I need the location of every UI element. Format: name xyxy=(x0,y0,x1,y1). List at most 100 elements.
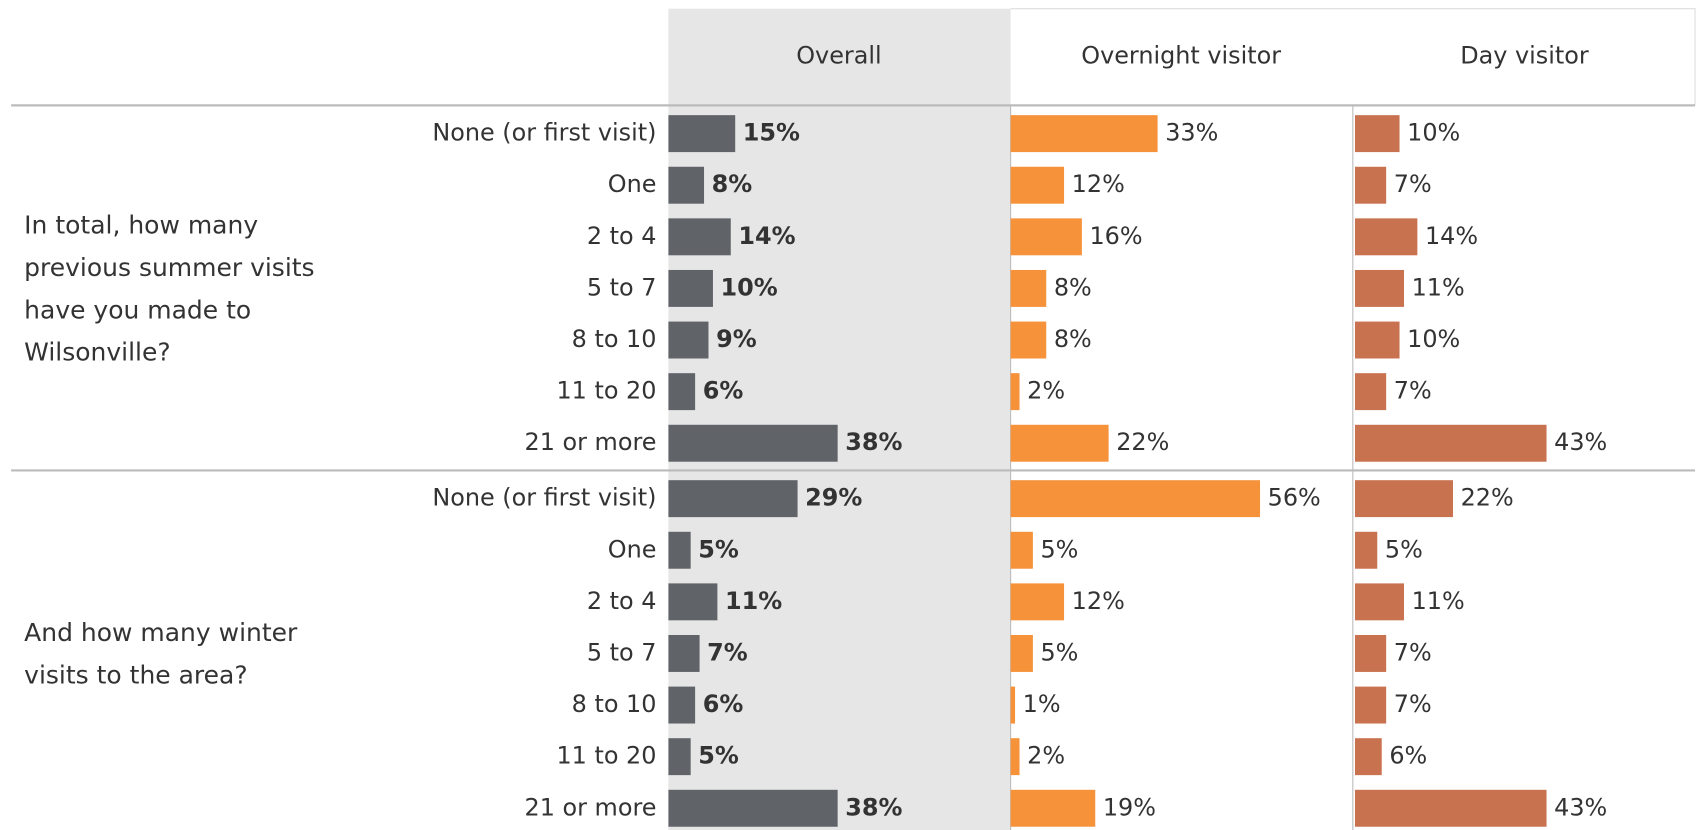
bar xyxy=(1354,115,1400,153)
value-label: 7% xyxy=(1394,170,1432,198)
row-label: 2 to 4 xyxy=(587,222,657,250)
value-label: 9% xyxy=(716,325,757,353)
value-label: 33% xyxy=(1165,119,1218,147)
question-box: And how many winter visits to the area? xyxy=(24,618,298,690)
row-label: 5 to 7 xyxy=(587,638,657,666)
bar xyxy=(1354,789,1547,827)
bar xyxy=(668,583,718,621)
row-label: 11 to 20 xyxy=(556,377,656,405)
bar xyxy=(668,789,838,827)
value-label: 15% xyxy=(743,119,800,147)
bar xyxy=(1010,634,1033,672)
value-label: 7% xyxy=(1394,690,1432,718)
bar xyxy=(668,531,691,569)
value-label: 29% xyxy=(805,484,862,512)
bar xyxy=(1354,269,1404,307)
bar xyxy=(668,218,731,256)
value-label: 6% xyxy=(703,690,744,718)
bar xyxy=(668,686,696,724)
bar xyxy=(668,373,696,411)
value-label: 43% xyxy=(1554,428,1607,456)
bar xyxy=(1354,218,1418,256)
bar xyxy=(1354,583,1404,621)
bar xyxy=(668,166,705,204)
value-label: 22% xyxy=(1116,428,1169,456)
value-label: 14% xyxy=(738,222,795,250)
bar xyxy=(1010,789,1096,827)
bar xyxy=(1354,373,1387,411)
row-label: 11 to 20 xyxy=(556,742,656,770)
row-label: One xyxy=(608,535,657,563)
bar xyxy=(1010,480,1261,518)
bar xyxy=(1010,686,1016,724)
value-label: 10% xyxy=(1407,119,1460,147)
row-label: 8 to 10 xyxy=(572,690,657,718)
bar xyxy=(1354,634,1387,672)
value-label: 12% xyxy=(1072,170,1125,198)
row-label: None (or first visit) xyxy=(432,119,656,147)
value-label: 2% xyxy=(1027,742,1065,770)
bar xyxy=(668,269,713,307)
value-label: 38% xyxy=(845,793,902,821)
value-label: 38% xyxy=(845,428,902,456)
bar xyxy=(1010,531,1033,569)
value-label: 2% xyxy=(1027,377,1065,405)
row-label: 21 or more xyxy=(525,793,657,821)
row-label: One xyxy=(608,170,657,198)
column-header: Overall xyxy=(796,41,881,69)
bar xyxy=(1010,321,1047,359)
row-label: 5 to 7 xyxy=(587,273,657,301)
value-label: 16% xyxy=(1089,222,1142,250)
bar xyxy=(668,480,798,518)
value-label: 7% xyxy=(1394,638,1432,666)
value-label: 6% xyxy=(1389,742,1427,770)
bar xyxy=(1010,269,1047,307)
bar xyxy=(668,115,736,153)
bar xyxy=(1010,424,1109,462)
bar xyxy=(1354,531,1378,569)
column-header: Overnight visitor xyxy=(1081,41,1281,69)
bar xyxy=(668,634,700,672)
value-label: 11% xyxy=(725,587,782,615)
value-label: 11% xyxy=(1412,273,1465,301)
value-label: 12% xyxy=(1072,587,1125,615)
value-label: 6% xyxy=(703,377,744,405)
value-label: 43% xyxy=(1554,793,1607,821)
value-label: 10% xyxy=(721,273,778,301)
value-label: 11% xyxy=(1412,587,1465,615)
row-label: 8 to 10 xyxy=(572,325,657,353)
bar xyxy=(1354,321,1400,359)
question: In total, how many previous summer visit… xyxy=(24,211,315,367)
value-label: 5% xyxy=(698,535,739,563)
bar xyxy=(1354,424,1547,462)
bar xyxy=(1010,218,1082,256)
bar xyxy=(1010,738,1020,776)
bar xyxy=(1010,115,1158,153)
value-label: 5% xyxy=(698,742,739,770)
bar xyxy=(668,321,709,359)
column-header: Day visitor xyxy=(1460,41,1589,69)
value-label: 7% xyxy=(707,638,748,666)
bar xyxy=(668,738,691,776)
bar xyxy=(1354,686,1387,724)
value-label: 8% xyxy=(712,170,753,198)
value-label: 5% xyxy=(1040,638,1078,666)
bar xyxy=(668,424,838,462)
question: And how many winter visits to the area? xyxy=(24,618,298,690)
bar xyxy=(1354,166,1387,204)
value-label: 7% xyxy=(1394,377,1432,405)
value-label: 56% xyxy=(1268,484,1321,512)
value-label: 5% xyxy=(1385,535,1423,563)
row-label: None (or first visit) xyxy=(432,484,656,512)
value-label: 19% xyxy=(1103,793,1156,821)
bar xyxy=(1010,373,1020,411)
value-label: 8% xyxy=(1054,325,1092,353)
bar xyxy=(1354,480,1453,518)
bar xyxy=(1010,166,1065,204)
row-label: 2 to 4 xyxy=(587,587,657,615)
bar xyxy=(1354,738,1382,776)
value-label: 1% xyxy=(1023,690,1061,718)
question-box: In total, how many previous summer visit… xyxy=(24,211,315,367)
